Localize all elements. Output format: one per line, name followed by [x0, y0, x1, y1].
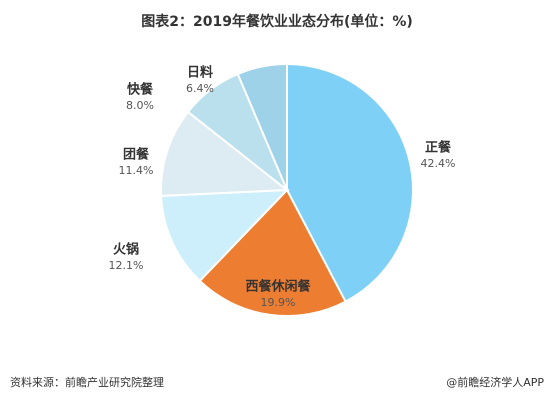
slice-label: 火锅 — [113, 242, 139, 258]
pie-slice — [286, 62, 414, 303]
value-label: 12.1% — [109, 259, 144, 272]
value-label: 6.4% — [186, 82, 214, 95]
value-label: 19.9% — [261, 296, 296, 309]
chart-title: 图表2：2019年餐饮业业态分布(单位：%) — [141, 13, 413, 30]
pie-slice — [236, 62, 288, 191]
value-label: 42.4% — [421, 157, 456, 170]
pie-slice — [160, 110, 290, 197]
source: 资料来源：前瞻产业研究院整理 — [10, 375, 164, 389]
credit: @前瞻经济学人APP — [446, 375, 544, 389]
slice-label: 快餐 — [127, 82, 154, 98]
slice-label: 西餐休闲餐 — [245, 279, 311, 295]
slice-label: 正餐 — [425, 140, 452, 156]
pie-slice — [160, 188, 290, 283]
slice-label: 团餐 — [123, 147, 150, 163]
slice-label: 日料 — [187, 65, 213, 81]
value-label: 8.0% — [126, 99, 154, 112]
value-label: 11.4% — [119, 164, 154, 177]
pie-slice — [198, 188, 347, 317]
